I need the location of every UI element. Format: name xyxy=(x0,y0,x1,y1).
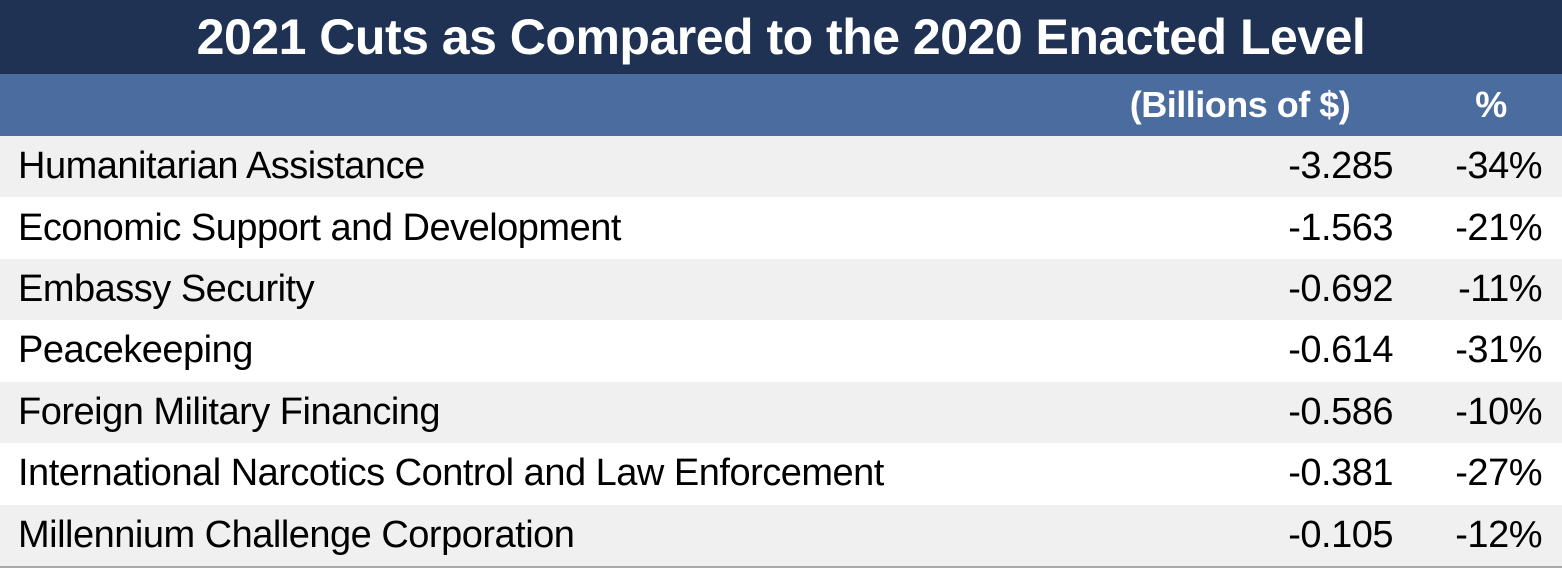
percent-value: -11% xyxy=(1458,268,1542,311)
percent-value: -12% xyxy=(1455,513,1542,556)
program-name: Foreign Military Financing xyxy=(18,390,441,433)
program-name: International Narcotics Control and Law … xyxy=(18,452,884,495)
table-row: International Narcotics Control and Law … xyxy=(0,443,1562,505)
table-title: 2021 Cuts as Compared to the 2020 Enacte… xyxy=(196,9,1366,65)
billions-value: -0.614 xyxy=(1288,329,1393,372)
billions-value: -0.586 xyxy=(1288,390,1393,433)
program-name: Humanitarian Assistance xyxy=(18,145,425,188)
billions-value: -1.563 xyxy=(1288,206,1393,249)
billions-column-header: (Billions of $) xyxy=(1129,84,1351,125)
column-header-row: (Billions of $) % xyxy=(0,74,1562,136)
program-name: Economic Support and Development xyxy=(18,206,621,249)
table-row: Millennium Challenge Corporation -0.105 … xyxy=(0,504,1562,566)
billions-value: -0.692 xyxy=(1288,268,1393,311)
program-name: Peacekeeping xyxy=(18,329,253,372)
table-title-bar: 2021 Cuts as Compared to the 2020 Enacte… xyxy=(0,0,1562,74)
percent-value: -27% xyxy=(1455,452,1542,495)
percent-value: -21% xyxy=(1455,206,1542,249)
billions-value: -3.285 xyxy=(1288,145,1393,188)
table-row: Economic Support and Development -1.563 … xyxy=(0,197,1562,259)
table-body: Humanitarian Assistance -3.285 -34% Econ… xyxy=(0,136,1562,566)
table-row: Humanitarian Assistance -3.285 -34% xyxy=(0,136,1562,198)
program-name: Millennium Challenge Corporation xyxy=(18,513,575,556)
billions-value: -0.105 xyxy=(1288,513,1393,556)
percent-value: -34% xyxy=(1455,145,1542,188)
table-row: Peacekeeping -0.614 -31% xyxy=(0,320,1562,382)
billions-value: -0.381 xyxy=(1288,452,1393,495)
percent-column-header: % xyxy=(1475,84,1507,125)
percent-value: -31% xyxy=(1455,329,1542,372)
program-name: Embassy Security xyxy=(18,268,315,311)
percent-value: -10% xyxy=(1455,390,1542,433)
table-row: Embassy Security -0.692 -11% xyxy=(0,258,1562,321)
table-row: Foreign Military Financing -0.586 -10% xyxy=(0,381,1562,444)
